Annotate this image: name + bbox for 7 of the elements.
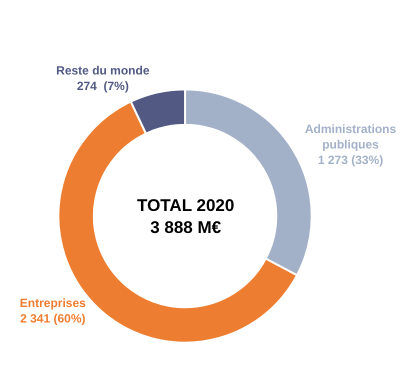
slice-label: Reste du monde: [56, 64, 150, 78]
text: TOTAL 2020 3 888 M€: [137, 196, 234, 238]
slice-label: Entreprises: [20, 296, 86, 310]
data-label: 2 341 (60%): [20, 311, 86, 326]
data-label: 1 273 (33%): [318, 153, 384, 168]
data-label: 274 (7%): [76, 79, 129, 94]
slice-label: Administrations publiques: [304, 122, 397, 152]
